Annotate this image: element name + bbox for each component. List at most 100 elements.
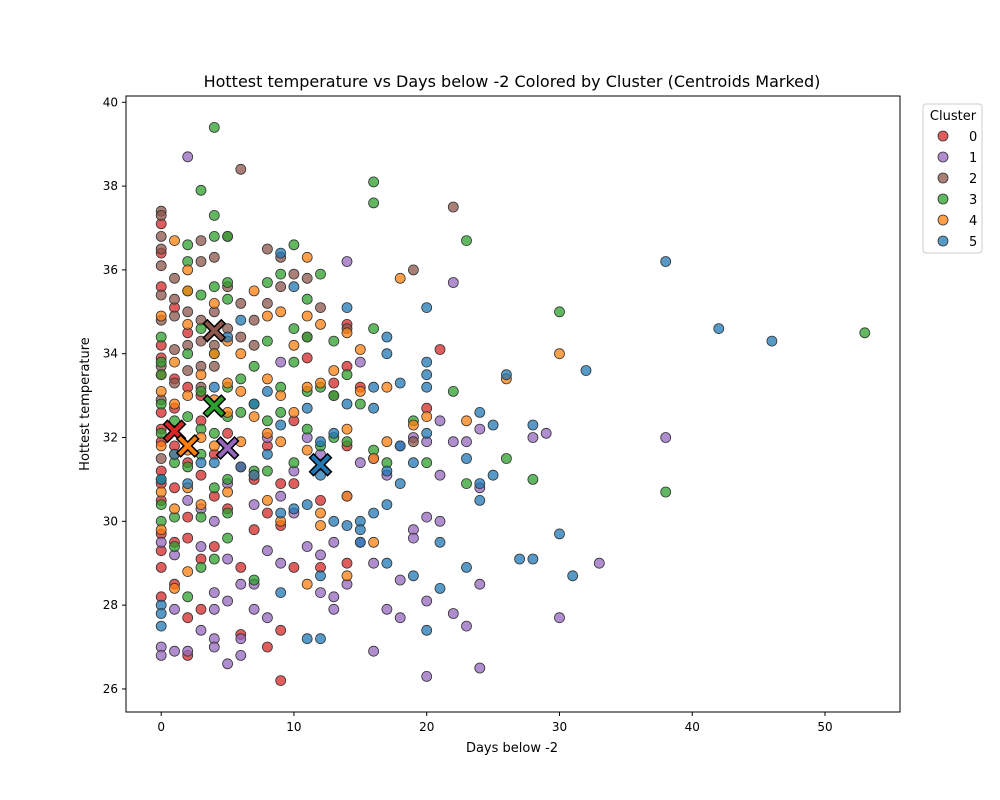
data-point xyxy=(195,235,207,247)
data-point xyxy=(315,318,326,330)
data-point xyxy=(341,256,353,267)
series-cluster-5 xyxy=(155,247,778,645)
data-point xyxy=(368,402,380,414)
data-point xyxy=(381,381,393,393)
data-point xyxy=(261,373,273,385)
data-point xyxy=(461,478,472,490)
data-point xyxy=(354,344,366,355)
data-point xyxy=(381,331,393,343)
data-point xyxy=(182,390,194,402)
data-point xyxy=(182,591,194,603)
data-point xyxy=(169,415,180,427)
data-point xyxy=(354,356,366,368)
data-point xyxy=(461,620,472,632)
x-tick-label: 50 xyxy=(817,720,832,734)
data-point xyxy=(301,310,313,322)
data-point xyxy=(208,603,220,615)
legend-marker xyxy=(937,193,949,205)
data-point xyxy=(195,256,207,267)
data-point xyxy=(434,469,446,481)
data-point xyxy=(222,377,234,389)
data-point xyxy=(368,453,380,464)
data-point xyxy=(407,457,419,469)
data-point xyxy=(315,587,326,598)
data-point xyxy=(169,503,180,515)
data-point xyxy=(155,524,167,536)
data-point xyxy=(169,541,180,552)
data-point xyxy=(381,557,393,569)
data-point xyxy=(208,230,220,242)
data-point xyxy=(434,344,446,355)
x-tick-label: 0 xyxy=(157,720,165,734)
data-point xyxy=(208,440,220,452)
data-point xyxy=(155,369,167,381)
data-point xyxy=(421,671,433,682)
data-point xyxy=(407,436,419,448)
y-tick-label: 28 xyxy=(103,598,118,612)
data-point xyxy=(275,268,287,280)
data-point xyxy=(434,415,446,427)
data-point xyxy=(354,457,366,469)
data-point xyxy=(461,415,472,427)
data-point xyxy=(222,658,234,670)
data-point xyxy=(235,578,247,590)
legend: Cluster 0 1 2 3 4 5 xyxy=(922,103,983,254)
data-point xyxy=(169,344,180,355)
data-point xyxy=(208,360,220,372)
data-point xyxy=(195,603,207,615)
data-point xyxy=(208,427,220,439)
data-point xyxy=(248,524,260,536)
data-point xyxy=(261,335,273,347)
data-point xyxy=(421,595,433,607)
data-point xyxy=(301,541,313,552)
data-point xyxy=(195,369,207,381)
data-point xyxy=(261,297,273,309)
data-point xyxy=(421,302,433,314)
data-point xyxy=(527,473,539,485)
centroid-fill xyxy=(204,320,225,341)
data-point xyxy=(328,603,340,615)
data-point xyxy=(195,289,207,301)
data-point xyxy=(394,272,406,284)
data-point xyxy=(301,293,313,305)
data-point xyxy=(288,339,300,351)
data-point xyxy=(368,176,380,188)
data-point xyxy=(208,541,220,552)
data-point xyxy=(155,440,167,452)
legend-entries: 0 1 2 3 4 5 xyxy=(937,130,977,250)
data-point xyxy=(195,385,207,397)
data-point xyxy=(248,339,260,351)
data-point xyxy=(328,335,340,347)
data-point xyxy=(208,553,220,565)
data-point xyxy=(235,331,247,343)
data-point xyxy=(859,327,871,339)
data-point xyxy=(169,398,180,410)
data-point xyxy=(554,348,565,360)
data-point xyxy=(421,356,433,368)
y-tick-label: 32 xyxy=(103,431,118,445)
data-point xyxy=(235,406,247,418)
data-point xyxy=(315,494,326,506)
data-point xyxy=(235,650,247,661)
data-point xyxy=(328,427,340,439)
data-point xyxy=(155,209,167,221)
data-point xyxy=(474,578,486,590)
data-point xyxy=(169,482,180,494)
data-point xyxy=(195,499,207,511)
data-point xyxy=(434,536,446,548)
data-point xyxy=(155,562,167,573)
data-point xyxy=(474,494,486,506)
data-point xyxy=(182,239,194,251)
legend-label: 0 xyxy=(969,130,977,145)
data-point xyxy=(222,486,234,498)
data-point xyxy=(660,432,672,443)
data-point xyxy=(315,570,326,582)
data-point xyxy=(275,356,287,368)
data-point xyxy=(222,507,234,519)
data-point xyxy=(155,427,167,439)
data-point xyxy=(195,541,207,552)
data-point xyxy=(155,620,167,632)
axes-frame xyxy=(125,95,901,713)
